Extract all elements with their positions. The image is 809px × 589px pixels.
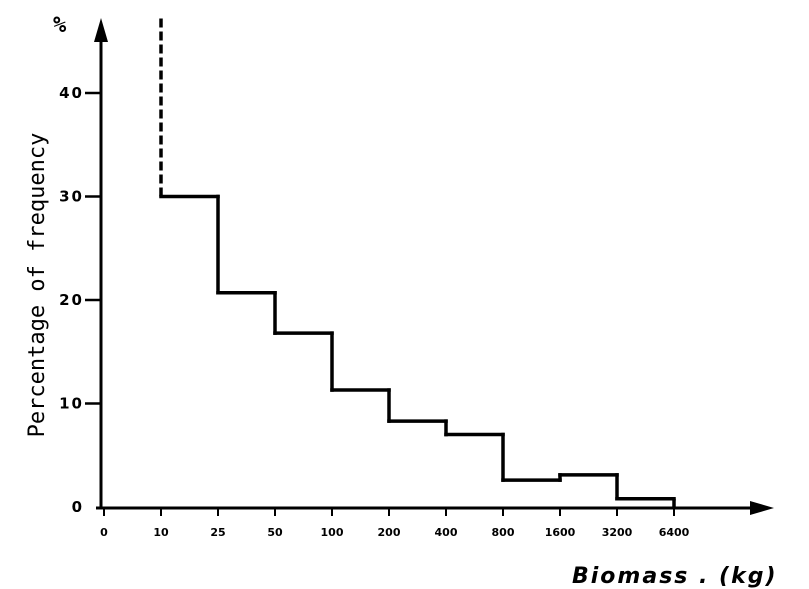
x-axis-arrow [750, 501, 774, 515]
y-ticks: 0 10 20 30 40 [59, 84, 101, 516]
x-tick-label: 100 [321, 526, 344, 539]
y-axis-label: Percentage of frequency [25, 133, 50, 438]
x-tick-label: 400 [435, 526, 458, 539]
x-tick-label: 200 [378, 526, 401, 539]
x-axis-label: Biomass . (kg) [572, 564, 778, 589]
x-tick-label: 50 [267, 526, 283, 539]
y-tick-label: 40 [59, 84, 84, 102]
x-tick-label: 1600 [545, 526, 576, 539]
x-tick-label: 800 [492, 526, 515, 539]
y-unit-label: % [53, 13, 67, 38]
x-tick-label: 10 [153, 526, 169, 539]
y-tick-label: 20 [59, 291, 84, 309]
y-tick-label: 30 [59, 188, 84, 206]
x-tick-label: 3200 [602, 526, 633, 539]
x-tick-label: 25 [210, 526, 225, 539]
x-tick-label: 0 [100, 526, 108, 539]
histogram-steps [159, 16, 676, 508]
axes [94, 18, 774, 515]
y-tick-label: 10 [59, 395, 84, 413]
y-tick-label: 0 [72, 498, 84, 516]
x-ticks: 0 10 25 50 100 200 400 800 1600 3200 6400 [100, 508, 690, 539]
x-tick-label: 6400 [659, 526, 690, 539]
y-axis-arrow [94, 18, 108, 42]
